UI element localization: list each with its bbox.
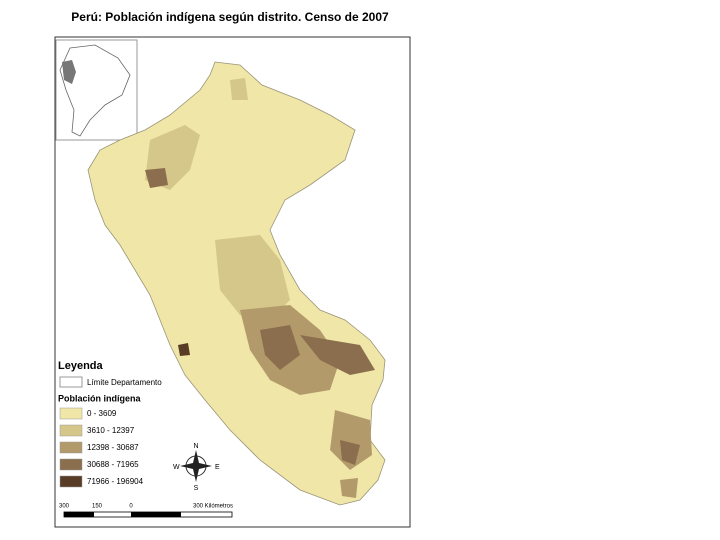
- scale-label: 0: [129, 504, 133, 510]
- region: [330, 410, 372, 470]
- compass-s: S: [194, 485, 199, 492]
- scale-label: 300 Kilómetros: [193, 504, 233, 510]
- scale-label: 300: [59, 504, 70, 510]
- compass-n: N: [193, 443, 198, 450]
- legend-label: 0 - 3609: [87, 409, 117, 418]
- legend-title: Leyenda: [58, 360, 104, 372]
- legend-label: Límite Departamento: [87, 378, 162, 387]
- region: [178, 343, 190, 356]
- legend-subtitle: Población indígena: [58, 393, 142, 403]
- map-title: Perú: Población indígena según distrito.…: [71, 10, 389, 24]
- region: [260, 325, 300, 370]
- legend-swatch: [59, 424, 83, 437]
- region: [340, 478, 358, 498]
- legend-label: 12398 - 30687: [87, 443, 139, 452]
- legend-swatch: [59, 407, 83, 420]
- legend-label: 30688 - 71965: [87, 460, 139, 469]
- scale-bar: [63, 511, 233, 518]
- region: [300, 335, 375, 375]
- inset-continent: [59, 44, 131, 137]
- legend: Leyenda Límite Departamento Población in…: [58, 360, 162, 488]
- inset-peru: [62, 60, 76, 84]
- scale-label: 150: [92, 504, 103, 510]
- region: [340, 440, 360, 465]
- legend-swatch: [59, 441, 83, 454]
- compass-w: W: [173, 464, 180, 471]
- legend-label: 3610 - 12397: [87, 426, 135, 435]
- legend-swatch: [59, 475, 83, 488]
- scale-segment: [64, 512, 94, 517]
- compass-e: E: [215, 464, 220, 471]
- region: [230, 78, 248, 100]
- compass: N S E W: [173, 443, 220, 492]
- legend-label: 71966 - 196904: [87, 477, 144, 486]
- scale-segment: [131, 512, 181, 517]
- compass-star: [180, 450, 212, 482]
- legend-swatch: [59, 376, 83, 388]
- region: [145, 168, 168, 188]
- legend-swatch: [59, 458, 83, 471]
- region: [215, 235, 290, 320]
